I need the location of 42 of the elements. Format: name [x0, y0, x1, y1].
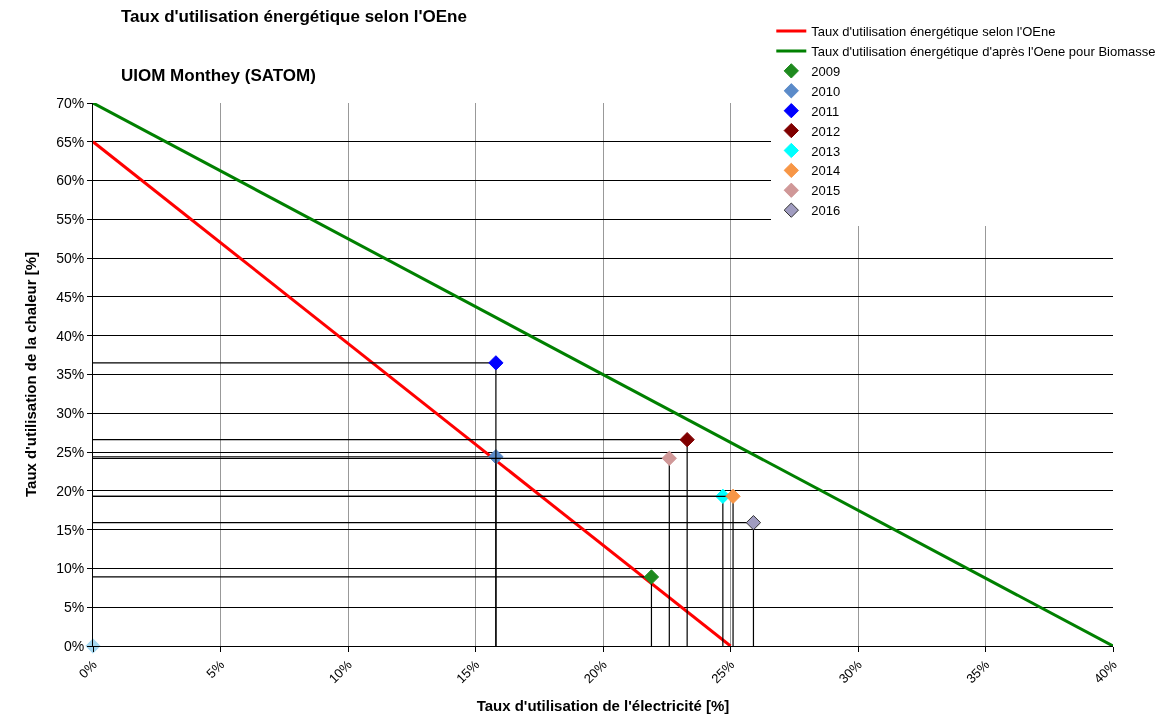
y-tick-label: 50%: [56, 250, 85, 267]
x-tick-label: 5%: [203, 656, 228, 682]
legend-label: 2013: [811, 143, 841, 159]
y-tick-label: 20%: [56, 482, 85, 499]
point: [643, 569, 660, 585]
legend-label: 2014: [811, 163, 841, 179]
point: [85, 638, 101, 654]
y-tick-label: 65%: [56, 133, 85, 150]
y-tick-label: 40%: [56, 327, 85, 344]
x-tick-label: 35%: [963, 656, 993, 687]
x-tick-label: 40%: [1090, 656, 1121, 687]
y-tick-label: 0%: [63, 637, 85, 654]
y-tick-label: 55%: [56, 211, 85, 228]
x-axis-title: Taux d'utilisation de l'électricité [%]: [476, 697, 730, 715]
point: [661, 450, 677, 466]
point: [679, 432, 695, 448]
legend-label: Taux d'utilisation énergétique selon l'OEne: [811, 24, 1056, 40]
y-tick-label: 35%: [56, 366, 85, 383]
y-tick-label: 15%: [56, 521, 85, 538]
y-tick-label: 45%: [56, 288, 85, 305]
legend-label: 2010: [811, 83, 841, 99]
legend-label: 2015: [811, 183, 841, 199]
x-tick-label: 10%: [325, 656, 356, 687]
legend-label: 2012: [811, 123, 841, 139]
y-tick-label: 60%: [56, 172, 85, 189]
legend-label: 2011: [811, 103, 840, 119]
y-tick-label: 5%: [63, 599, 85, 616]
chart-title: Taux d'utilisation énergétique selon l'OEne: [121, 7, 467, 26]
legend-label: 2016: [811, 203, 841, 219]
legend-label: Taux d'utilisation énergétique d'après l'Oene pour Biomasse: [811, 44, 1156, 60]
y-tick-label: 25%: [56, 443, 85, 460]
legend-label: 2009: [811, 63, 841, 79]
point: [745, 515, 762, 531]
x-tick-label: 30%: [835, 656, 866, 687]
point: [725, 488, 741, 504]
x-tick-label: 15%: [453, 656, 483, 687]
y-tick-label: 30%: [56, 405, 85, 422]
chart-subtitle: UIOM Monthey (SATOM): [121, 66, 316, 85]
point: [488, 355, 504, 371]
y-tick-label: 10%: [56, 560, 85, 577]
y-axis-title: Taux d'utilisation de la chaleur [%]: [22, 252, 40, 497]
y-tick-label: 70%: [56, 94, 85, 111]
